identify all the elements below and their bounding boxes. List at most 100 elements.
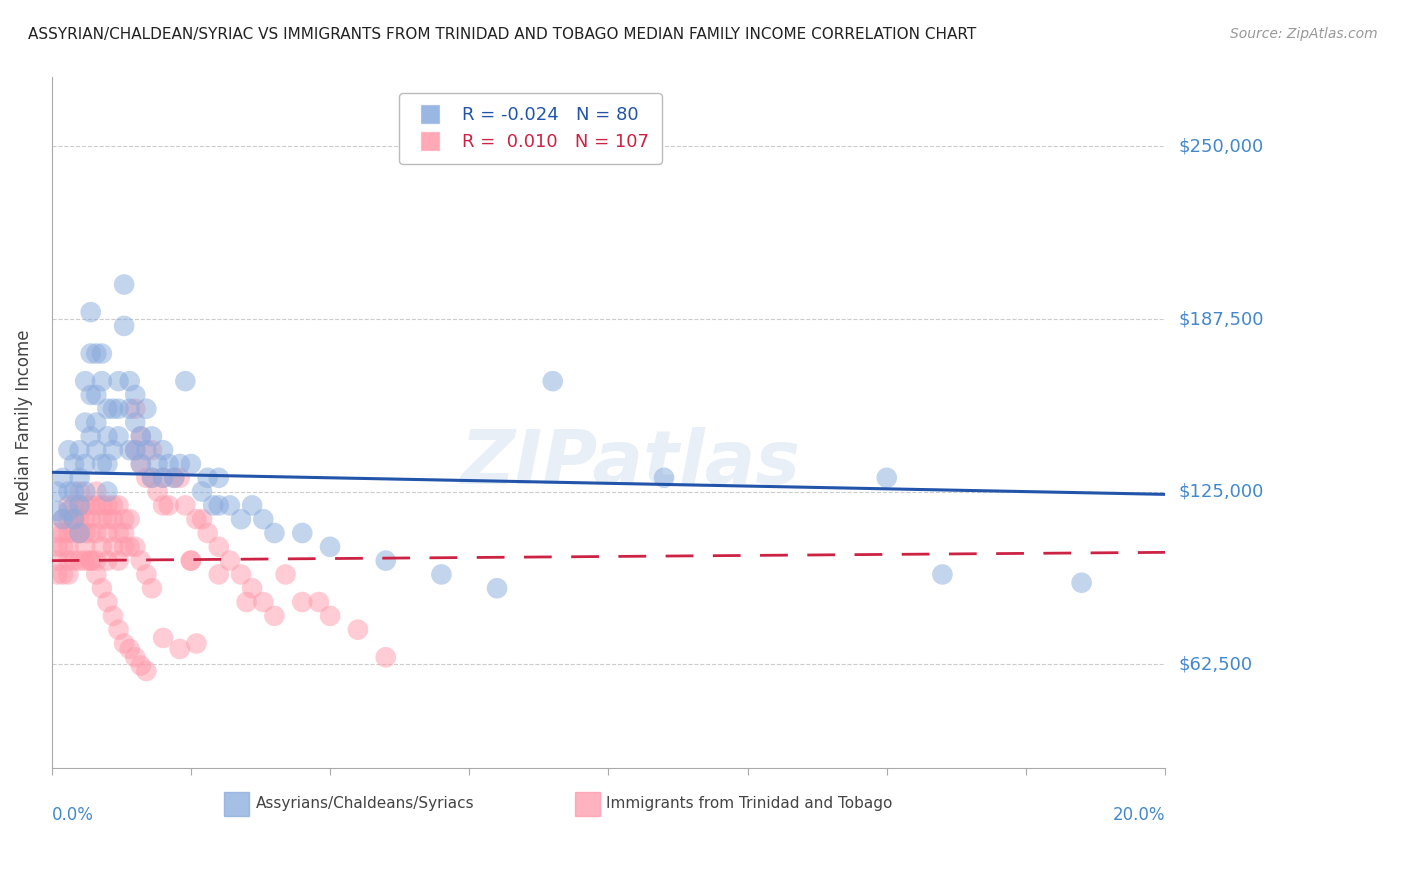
Point bbox=[80, 346, 103, 360]
Point bbox=[129, 457, 152, 471]
Point bbox=[96, 457, 118, 471]
Point bbox=[96, 512, 118, 526]
Point bbox=[107, 526, 129, 541]
Point bbox=[112, 526, 135, 541]
Point bbox=[141, 471, 163, 485]
Point bbox=[69, 526, 91, 541]
Point bbox=[112, 636, 135, 650]
Point bbox=[90, 581, 112, 595]
Point bbox=[69, 526, 91, 541]
Point bbox=[80, 526, 103, 541]
Point bbox=[75, 554, 97, 568]
Point bbox=[124, 401, 146, 416]
Point bbox=[90, 512, 112, 526]
Point bbox=[46, 504, 69, 518]
Point bbox=[876, 471, 898, 485]
Point bbox=[347, 623, 370, 637]
Bar bbox=[225, 792, 249, 816]
Point bbox=[84, 388, 107, 402]
Point bbox=[58, 484, 80, 499]
Point bbox=[101, 608, 124, 623]
Point bbox=[58, 567, 80, 582]
Point bbox=[52, 512, 75, 526]
Point bbox=[163, 471, 186, 485]
Point bbox=[430, 567, 453, 582]
Point bbox=[135, 471, 157, 485]
Point bbox=[135, 401, 157, 416]
Point bbox=[63, 499, 86, 513]
Point bbox=[90, 540, 112, 554]
Point bbox=[319, 608, 342, 623]
Point bbox=[80, 429, 103, 443]
Point bbox=[219, 499, 242, 513]
Point bbox=[141, 581, 163, 595]
Point bbox=[152, 499, 174, 513]
Legend: R = -0.024   N = 80, R =  0.010   N = 107: R = -0.024 N = 80, R = 0.010 N = 107 bbox=[399, 94, 662, 163]
Point bbox=[191, 484, 214, 499]
Point bbox=[84, 443, 107, 458]
Y-axis label: Median Family Income: Median Family Income bbox=[15, 330, 32, 516]
Point bbox=[486, 581, 509, 595]
Point bbox=[135, 443, 157, 458]
Point bbox=[118, 642, 141, 657]
Text: ASSYRIAN/CHALDEAN/SYRIAC VS IMMIGRANTS FROM TRINIDAD AND TOBAGO MEDIAN FAMILY IN: ASSYRIAN/CHALDEAN/SYRIAC VS IMMIGRANTS F… bbox=[28, 27, 976, 42]
Point bbox=[135, 664, 157, 678]
Point bbox=[80, 554, 103, 568]
Point bbox=[80, 554, 103, 568]
Text: Source: ZipAtlas.com: Source: ZipAtlas.com bbox=[1230, 27, 1378, 41]
Point bbox=[118, 512, 141, 526]
Point bbox=[157, 499, 180, 513]
Point bbox=[96, 554, 118, 568]
Point bbox=[197, 471, 219, 485]
Point bbox=[374, 650, 396, 665]
Point bbox=[208, 567, 231, 582]
Point bbox=[186, 512, 208, 526]
Point bbox=[58, 443, 80, 458]
Point bbox=[52, 526, 75, 541]
Point bbox=[96, 526, 118, 541]
Point bbox=[174, 499, 197, 513]
Text: Immigrants from Trinidad and Tobago: Immigrants from Trinidad and Tobago bbox=[606, 796, 893, 811]
Point bbox=[931, 567, 953, 582]
Point bbox=[152, 443, 174, 458]
Point bbox=[107, 554, 129, 568]
Point bbox=[180, 457, 202, 471]
Point bbox=[107, 429, 129, 443]
Point bbox=[219, 554, 242, 568]
Point bbox=[252, 595, 274, 609]
Point bbox=[118, 401, 141, 416]
Point bbox=[46, 484, 69, 499]
Point bbox=[169, 457, 191, 471]
Point bbox=[141, 429, 163, 443]
Point bbox=[107, 623, 129, 637]
Point bbox=[202, 499, 225, 513]
Point bbox=[46, 554, 69, 568]
Point bbox=[652, 471, 675, 485]
Point bbox=[69, 526, 91, 541]
Point bbox=[208, 471, 231, 485]
Point bbox=[107, 499, 129, 513]
Point bbox=[146, 484, 169, 499]
Point bbox=[291, 595, 314, 609]
Point bbox=[291, 526, 314, 541]
Point bbox=[96, 429, 118, 443]
Point bbox=[63, 526, 86, 541]
Point bbox=[52, 567, 75, 582]
Point bbox=[208, 499, 231, 513]
Point bbox=[129, 429, 152, 443]
Point bbox=[69, 499, 91, 513]
Point bbox=[374, 554, 396, 568]
Point bbox=[75, 374, 97, 388]
Point bbox=[52, 471, 75, 485]
Point bbox=[58, 512, 80, 526]
Point bbox=[124, 650, 146, 665]
Point bbox=[163, 471, 186, 485]
Point bbox=[129, 429, 152, 443]
Point bbox=[274, 567, 297, 582]
Point bbox=[69, 512, 91, 526]
Point bbox=[46, 567, 69, 582]
Point bbox=[52, 512, 75, 526]
Point bbox=[90, 457, 112, 471]
Point bbox=[169, 471, 191, 485]
Point bbox=[541, 374, 564, 388]
